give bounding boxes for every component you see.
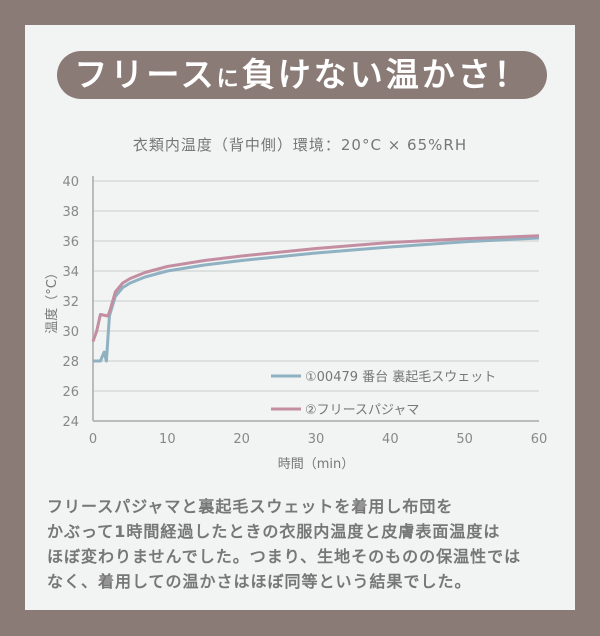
x-axis-label: 時間（min） [278,457,355,472]
y-tick-label: 36 [62,235,79,250]
y-axis-label: 温度（°C） [44,266,60,334]
headline-part: 負けない温かさ！ [241,55,530,94]
x-tick-label: 40 [382,432,399,447]
headline-part: フリース [74,55,217,94]
y-tick-label: 34 [62,265,79,280]
x-tick-label: 10 [159,432,176,447]
x-tick-label: 0 [89,432,97,447]
caption-line: ほぼ変わりませんでした。つまり、生地そのものの保温性では [47,547,522,566]
headline-part: に [216,67,242,92]
caption-line: フリースパジャマと裏起毛スウェットを着用し布団を [47,497,454,516]
series-line [93,236,540,363]
chart-title: 衣類内温度（背中側）環境：20°C × 65%RH [132,136,468,154]
y-tick-label: 40 [62,175,79,190]
legend-label: ①00479 番台 裏起毛スウェット [305,370,496,385]
y-tick-label: 38 [62,205,79,220]
headline-banner: フリースに負けない温かさ！ [57,51,547,99]
caption: フリースパジャマと裏起毛スウェットを着用し布団を かぶって1時間経過したときの衣… [47,494,567,594]
x-tick-label: 60 [531,432,548,447]
caption-line: かぶって1時間経過したときの衣服内温度と皮膚表面温度は [47,522,501,541]
x-tick-label: 30 [308,432,325,447]
y-tick-label: 24 [62,415,79,430]
y-tick-label: 26 [62,385,79,400]
y-tick-label: 28 [62,355,79,370]
caption-line: なく、着用しての温かさはほぼ同等という結果でした。 [47,572,472,591]
y-tick-label: 30 [62,325,79,340]
series-line [91,234,540,342]
x-tick-label: 50 [456,432,473,447]
legend-label: ②フリースパジャマ [305,403,419,418]
y-tick-label: 32 [62,295,79,310]
x-tick-label: 20 [233,432,250,447]
content-panel [25,25,575,610]
